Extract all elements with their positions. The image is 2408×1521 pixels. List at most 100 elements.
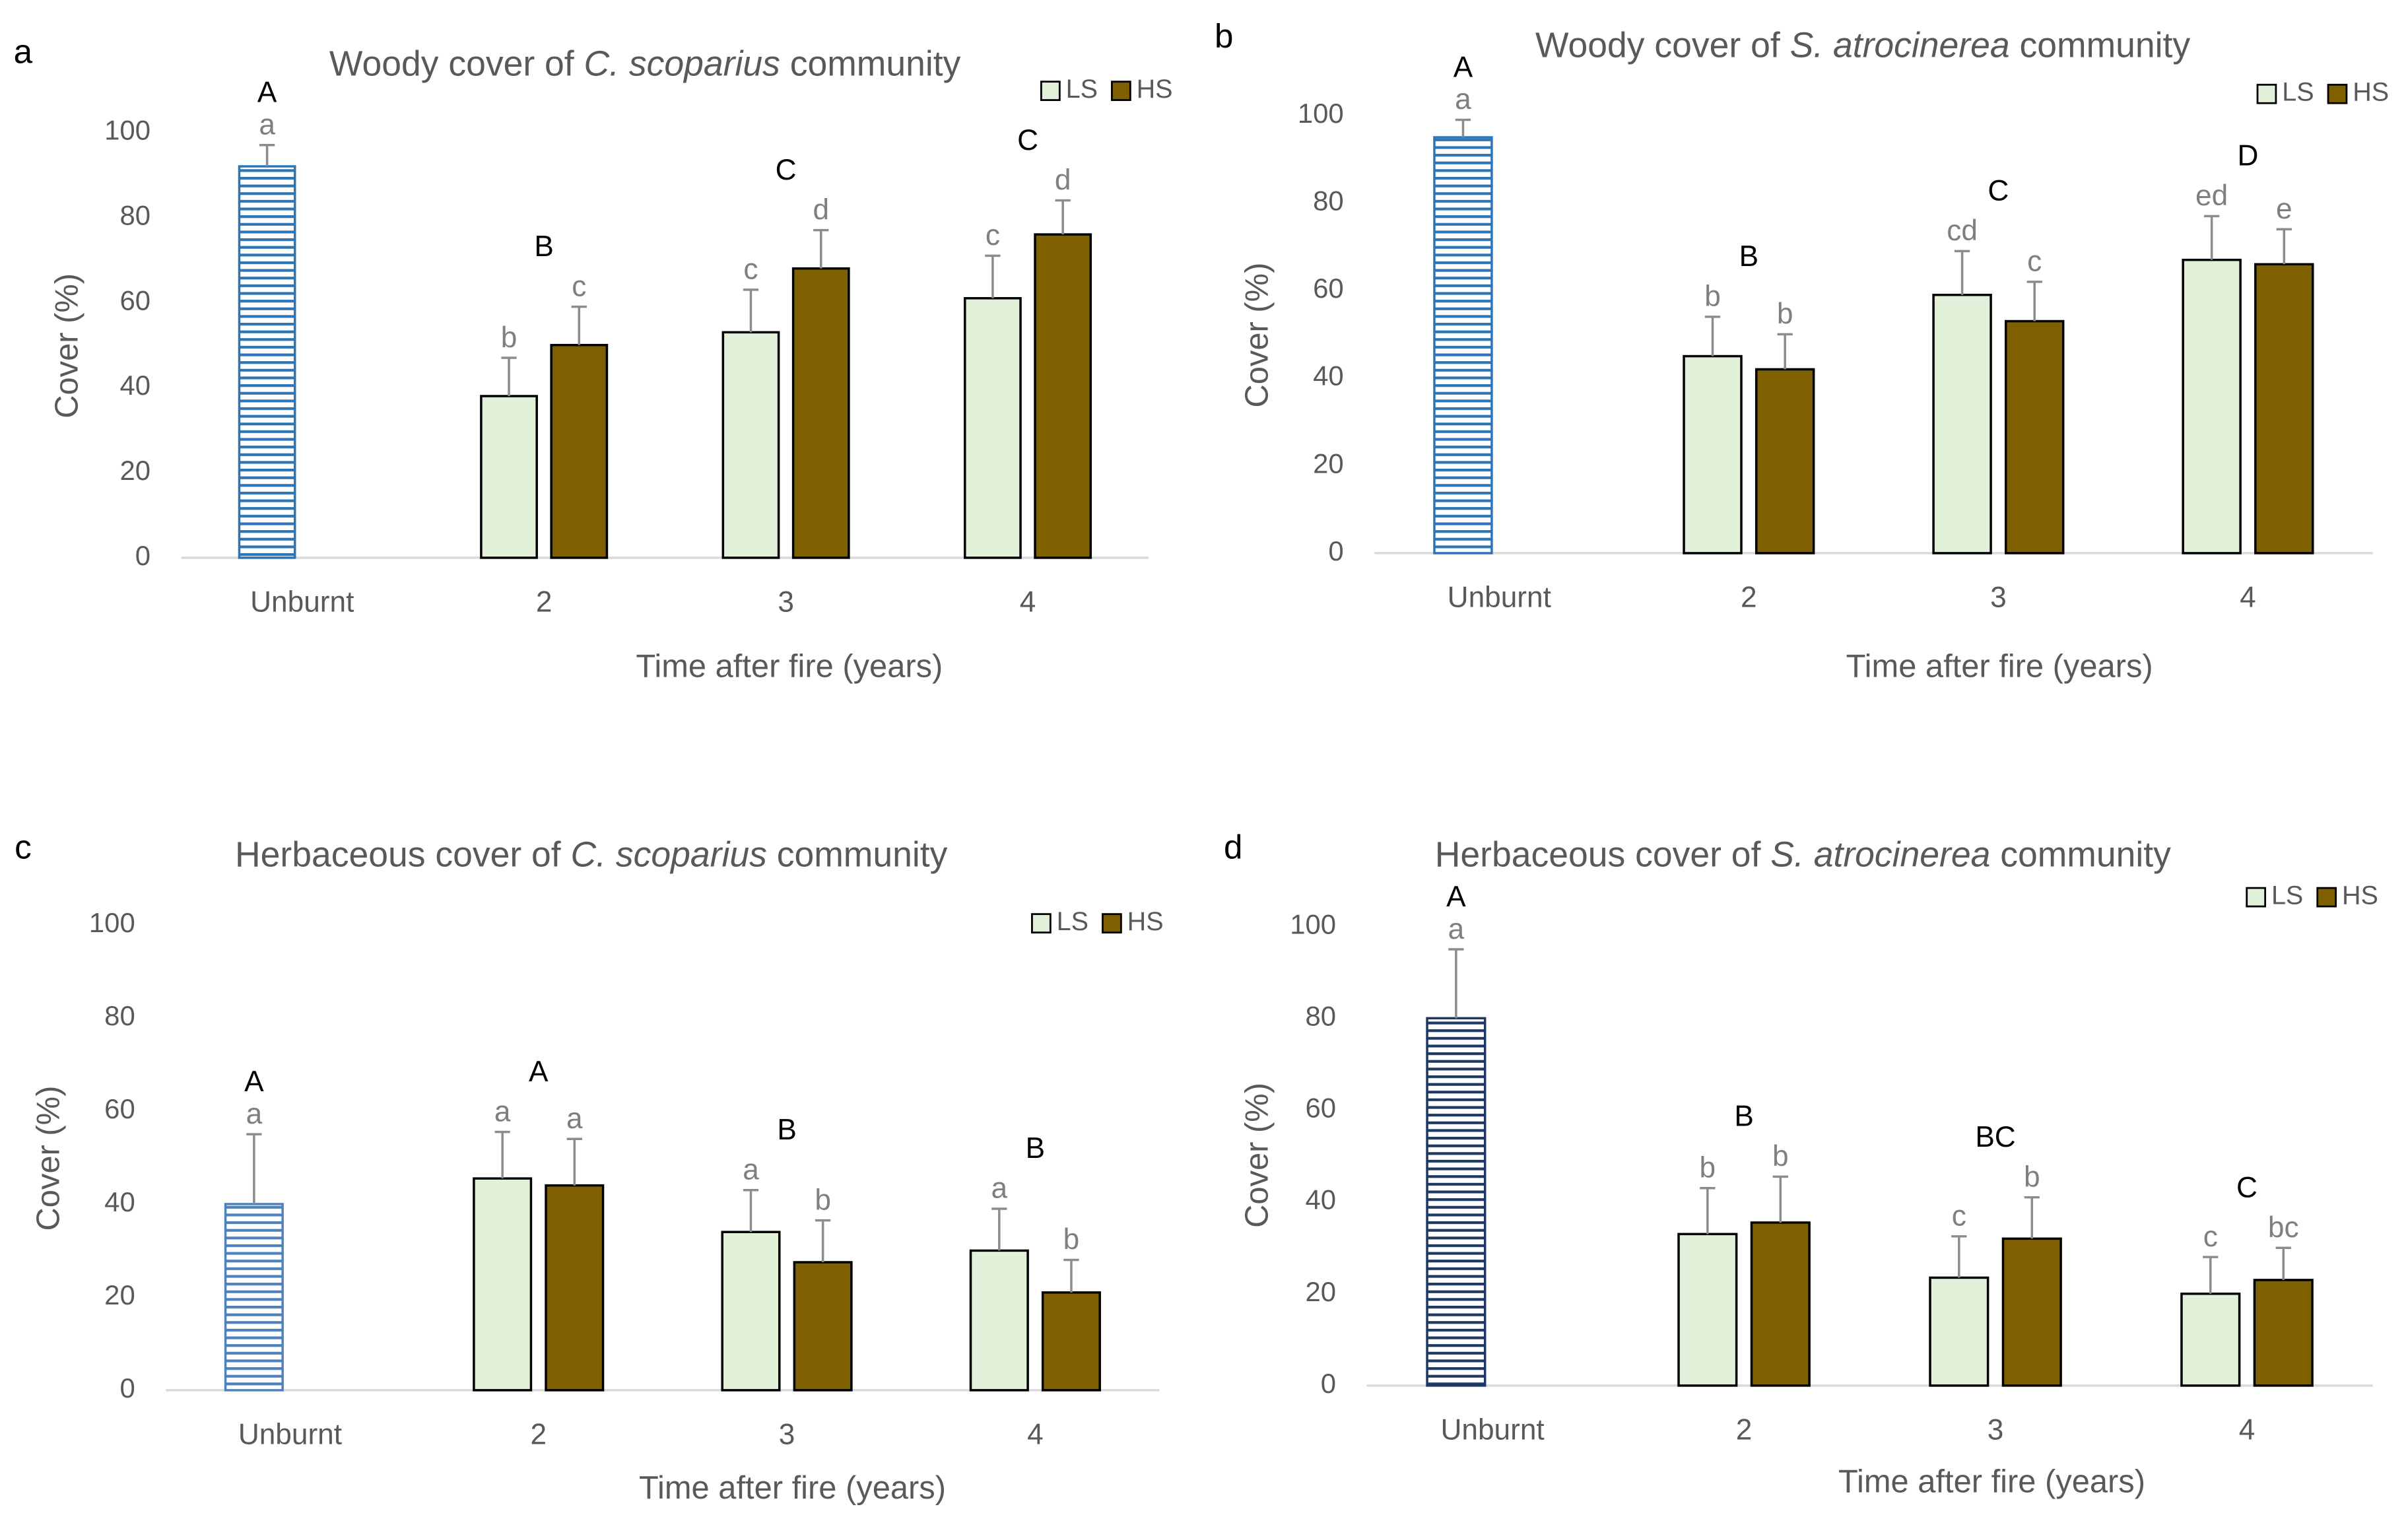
title-part: Woody cover of [1535,26,1790,65]
bar [1932,293,1992,555]
y-tick-label: 100 [104,115,150,146]
y-tick-label: 80 [119,199,150,230]
bar [1683,355,1743,555]
x-tick-label: 3 [778,586,794,618]
x-tick-label: 3 [779,1418,795,1450]
y-tick-label: 20 [1313,448,1344,479]
bar [545,1184,605,1392]
legend-label: HS [2342,881,2378,910]
bar [721,331,780,559]
bar [2180,1293,2241,1387]
legend-swatch [1111,81,1131,101]
legend-swatch [1102,913,1122,933]
title-part: C. scoparius [584,45,780,84]
y-axis-label: Cover (%) [50,273,85,419]
group-letter: B [777,1114,796,1146]
y-tick-label: 80 [1306,1000,1337,1031]
x-tick-label: 4 [1020,586,1036,618]
panel-label: b [1215,17,1233,55]
legend-swatch [1031,913,1052,933]
title-part: Woody cover of [329,45,584,84]
group-letter: A [529,1056,549,1088]
x-axis-label: Time after fire (years) [1846,648,2153,684]
group-letter: C [2236,1171,2258,1203]
title-part: S. atrocinerea [1770,836,1990,875]
x-tick-label: 2 [1741,581,1757,613]
group-letter: C [1017,124,1038,156]
title-part: S. atrocinerea [1790,26,2010,65]
title-part: Herbaceous cover of [235,836,571,875]
chart-title: Woody cover of C. scoparius community [329,45,961,84]
significance-letter: a [566,1102,583,1135]
x-tick-label: 4 [2240,581,2256,613]
y-tick-label: 0 [119,1372,135,1403]
title-part: community [1990,836,2171,875]
y-tick-label: 60 [104,1093,135,1124]
y-tick-label: 100 [1290,908,1336,939]
significance-letter: c [2027,246,2042,278]
significance-letter: c [572,270,586,302]
group-letter: B [1739,240,1758,273]
legend-swatch [2256,83,2277,104]
chart-title: Woody cover of S. atrocinerea community [1535,26,2190,65]
unburnt-bar [238,165,296,559]
unburnt-bar [1426,1017,1487,1387]
title-part: community [2010,26,2191,65]
significance-letter: b [1704,281,1721,313]
bar [791,267,850,559]
legend-label: LS [1066,75,1098,104]
group-letter: A [257,77,277,109]
y-tick-label: 20 [1306,1276,1337,1307]
bar [721,1231,781,1392]
x-tick-label: 2 [1736,1413,1753,1446]
x-axis-label: Time after fire (years) [639,1470,946,1506]
significance-letter: a [246,1098,263,1130]
y-tick-label: 60 [119,285,150,316]
bar [1041,1291,1101,1392]
panel-label: d [1224,828,1242,865]
y-tick-label: 80 [104,1000,135,1031]
significance-letter: cd [1947,215,1978,247]
y-tick-label: 20 [104,1279,135,1310]
group-letter: B [1026,1132,1045,1165]
unburnt-bar [1433,136,1493,555]
x-tick-label: 3 [1990,581,2007,613]
legend-swatch [1040,81,1061,101]
bar [480,395,538,559]
x-tick-label: Unburnt [238,1418,342,1450]
group-letter: B [534,230,553,263]
chart-title: Herbaceous cover of S. atrocinerea commu… [1435,836,2171,875]
legend-swatch [2327,83,2348,104]
significance-letter: d [813,193,829,226]
bar [964,297,1022,559]
significance-letter: a [1455,83,1471,116]
significance-letter: d [1055,164,1071,196]
significance-letter: c [2203,1221,2218,1253]
x-axis-label: Time after fire (years) [1838,1464,2145,1500]
y-axis-label: Cover (%) [31,1086,67,1231]
y-tick-label: 60 [1306,1093,1337,1124]
significance-letter: c [743,254,758,286]
bar [2004,320,2065,555]
x-tick-label: 2 [530,1418,547,1450]
bar [2253,1279,2314,1387]
panel-label: c [15,828,32,865]
legend-label: LS [1057,907,1088,936]
unburnt-bar [224,1203,284,1392]
title-part: Herbaceous cover of [1435,836,1771,875]
y-tick-label: 0 [135,540,150,571]
x-tick-label: 4 [2239,1413,2256,1446]
legend-label: HS [1137,75,1173,104]
y-tick-label: 80 [1313,186,1344,217]
significance-letter: b [1777,298,1793,330]
significance-letter: a [743,1154,759,1186]
group-letter: C [1988,175,2009,207]
y-tick-label: 100 [1298,98,1344,129]
x-tick-label: 3 [1988,1413,2004,1446]
x-tick-label: Unburnt [1440,1413,1544,1446]
bar [1929,1276,1990,1387]
x-tick-label: 4 [1027,1418,1044,1450]
legend-swatch [2316,887,2337,908]
title-part: community [780,45,961,84]
